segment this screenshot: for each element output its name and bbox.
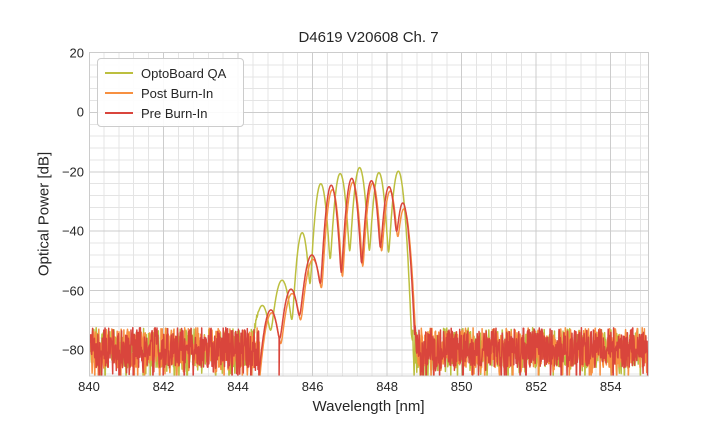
legend: OptoBoard QA Post Burn-In Pre Burn-In [97,58,244,127]
x-tick-label: 848 [376,379,398,394]
y-tick-label: −60 [61,283,84,299]
x-tick-label: 842 [152,379,175,394]
y-tick-label: −40 [61,223,84,239]
legend-line-swatch [105,92,133,94]
y-tick-label: −20 [61,164,84,180]
x-tick-label: 846 [301,379,324,394]
x-tick-label: 850 [450,379,473,394]
x-axis-label: Wavelength [nm] [312,398,425,415]
x-tick-label: 840 [78,379,100,394]
y-tick-label: 0 [76,104,84,120]
x-tick-label: 854 [599,379,622,394]
legend-item: OptoBoard QA [98,63,243,83]
x-tick-label: 844 [227,379,249,394]
chart-title: D4619 V20608 Ch. 7 [298,29,439,46]
y-tick-label: −80 [61,342,84,358]
series-line-pre-burn-in [89,177,648,377]
legend-label: Post Burn-In [141,85,214,101]
legend-label: OptoBoard QA [141,65,227,81]
x-tick-label: 852 [525,379,548,394]
legend-line-swatch [105,112,133,114]
plot-border [89,52,649,377]
y-tick-label: 20 [69,45,84,61]
legend-label: Pre Burn-In [141,105,208,121]
legend-item: Post Burn-In [98,83,243,103]
legend-item: Pre Burn-In [98,103,243,123]
legend-line-swatch [105,72,133,74]
